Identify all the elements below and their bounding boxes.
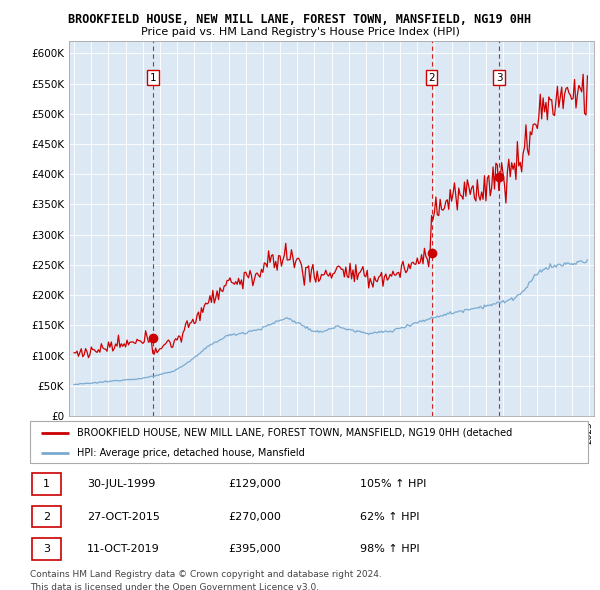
Text: 11-OCT-2019: 11-OCT-2019 [87,544,160,554]
Text: £270,000: £270,000 [228,512,281,522]
Text: BROOKFIELD HOUSE, NEW MILL LANE, FOREST TOWN, MANSFIELD, NG19 0HH (detached: BROOKFIELD HOUSE, NEW MILL LANE, FOREST … [77,428,512,438]
Text: 98% ↑ HPI: 98% ↑ HPI [360,544,419,554]
Text: 30-JUL-1999: 30-JUL-1999 [87,479,155,489]
Text: 27-OCT-2015: 27-OCT-2015 [87,512,160,522]
Text: 105% ↑ HPI: 105% ↑ HPI [360,479,427,489]
Text: 1: 1 [149,73,156,83]
Text: This data is licensed under the Open Government Licence v3.0.: This data is licensed under the Open Gov… [30,583,319,590]
Text: 2: 2 [428,73,435,83]
Text: 2: 2 [43,512,50,522]
Text: Contains HM Land Registry data © Crown copyright and database right 2024.: Contains HM Land Registry data © Crown c… [30,570,382,579]
Text: £129,000: £129,000 [228,479,281,489]
Text: 3: 3 [496,73,503,83]
Text: Price paid vs. HM Land Registry's House Price Index (HPI): Price paid vs. HM Land Registry's House … [140,27,460,37]
Text: HPI: Average price, detached house, Mansfield: HPI: Average price, detached house, Mans… [77,448,305,457]
Text: £395,000: £395,000 [228,544,281,554]
Text: BROOKFIELD HOUSE, NEW MILL LANE, FOREST TOWN, MANSFIELD, NG19 0HH: BROOKFIELD HOUSE, NEW MILL LANE, FOREST … [68,13,532,26]
Text: 1: 1 [43,479,50,489]
Text: 62% ↑ HPI: 62% ↑ HPI [360,512,419,522]
Text: 3: 3 [43,544,50,554]
